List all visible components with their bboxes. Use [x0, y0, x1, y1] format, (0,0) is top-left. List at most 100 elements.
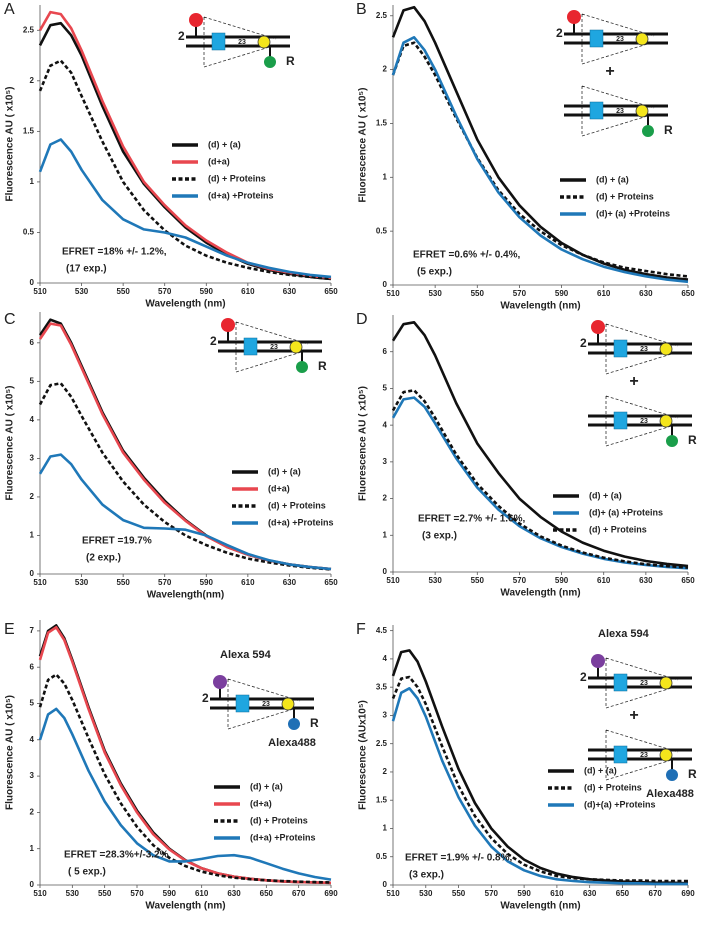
x-tick-label: 590 [517, 889, 531, 898]
y-tick-label: 1.5 [23, 126, 35, 135]
construct-label: 2 [202, 691, 209, 705]
construct-label: R [318, 359, 327, 373]
fret-triangle [605, 323, 679, 375]
construct-label: R [310, 716, 319, 730]
y-tick-label: 7 [30, 626, 35, 635]
spacer-label: 23 [640, 418, 648, 425]
y-tick-label: 2 [30, 808, 35, 817]
x-tick-label: 690 [324, 889, 338, 898]
protein [281, 697, 295, 711]
y-tick-label: 0 [383, 880, 388, 889]
y-tick-label: 0 [30, 880, 35, 889]
construct-label: 2 [556, 26, 563, 40]
x-axis-title: Wavelength (nm) [500, 588, 580, 599]
y-tick-label: 6 [383, 347, 388, 356]
x-tick-label: 550 [471, 576, 485, 585]
y-tick-label: 1 [383, 530, 388, 539]
x-tick-label: 590 [200, 287, 214, 296]
y-tick-label: 1 [383, 824, 388, 833]
x-tick-label: 570 [513, 289, 527, 298]
x-tick-label: 590 [163, 889, 177, 898]
annotation: ( 5 exp.) [68, 867, 106, 878]
y-tick-label: 1 [30, 844, 35, 853]
y-tick-label: 4 [383, 420, 388, 429]
protein-site [613, 673, 628, 692]
acceptor-dye [642, 125, 654, 137]
construct-label: R [688, 767, 697, 781]
x-tick-label: 590 [200, 578, 214, 587]
fret-triangle [235, 321, 309, 373]
spectrum-line [38, 382, 332, 571]
x-tick-label: 590 [555, 289, 569, 298]
y-axis-title: Fluorescence AU ( x10⁵) [358, 386, 369, 501]
annotation: EFRET =19.7% [82, 536, 152, 547]
fret-triangle [203, 16, 277, 68]
protein-site [235, 694, 250, 713]
x-tick-label: 650 [681, 576, 695, 585]
x-tick-label: 610 [550, 889, 564, 898]
y-tick-label: 4 [30, 735, 35, 744]
spectrum-line [391, 675, 688, 883]
legend-label: (d)+ (a) +Proteins [596, 208, 670, 218]
y-tick-label: 2 [30, 76, 35, 85]
spectrum-line [38, 626, 332, 885]
protein-site [613, 339, 628, 358]
y-axis-title: Fluorescence AU ( x10⁵) [5, 695, 16, 810]
spectrum-line [38, 138, 332, 279]
y-axis-title: Fluorescence AU ( x10⁵) [358, 88, 369, 203]
annotation: EFRET =1.9% +/- 0.8%, [405, 853, 512, 864]
protein-site [589, 29, 604, 48]
y-tick-label: 4 [30, 415, 35, 424]
x-tick-label: 510 [33, 578, 47, 587]
y-tick-label: 4.5 [376, 626, 388, 635]
acceptor-dye [264, 56, 276, 68]
y-tick-label: 2 [383, 767, 388, 776]
annotation: (3 exp.) [422, 531, 457, 542]
y-axis-title: Fluorescence (AUx10⁵) [358, 700, 369, 810]
legend-label: (d+a) [268, 483, 290, 493]
x-tick-label: 630 [639, 289, 653, 298]
annotation: (2 exp.) [86, 553, 121, 564]
protein-site [589, 101, 604, 120]
acceptor-dye [666, 435, 678, 447]
y-tick-label: 2.5 [376, 11, 388, 20]
x-axis-title: Wavelength (nm) [500, 901, 580, 912]
legend-label: (d+a) +Proteins [208, 190, 274, 200]
x-axis-title: Wavelength (nm) [145, 299, 225, 310]
x-tick-label: 550 [116, 287, 130, 296]
y-tick-label: 0 [30, 278, 35, 287]
x-tick-label: 650 [681, 289, 695, 298]
legend-label: (d) + (a) [596, 174, 629, 184]
legend-label: (d) + (a) [589, 490, 622, 500]
x-tick-label: 570 [158, 287, 172, 296]
spectrum-line [38, 318, 332, 571]
dye-name: Alexa 594 [598, 628, 650, 640]
donor-dye [591, 654, 605, 668]
spectrum-line [38, 322, 332, 571]
x-tick-label: 650 [616, 889, 630, 898]
x-tick-label: 630 [227, 889, 241, 898]
fret-triangle [581, 85, 655, 137]
annotation: (5 exp.) [417, 267, 452, 278]
protein [659, 342, 673, 356]
y-axis-title: Fluorescence AU ( x10⁵) [5, 87, 16, 202]
x-tick-label: 550 [471, 289, 485, 298]
construct-label: 2 [580, 336, 587, 350]
legend-label: (d) + (a) [268, 466, 301, 476]
x-axis-title: Wavelength(nm) [147, 590, 224, 601]
x-tick-label: 630 [639, 576, 653, 585]
protein-site [243, 337, 258, 356]
x-tick-label: 590 [555, 576, 569, 585]
legend-label: (d+a) +Proteins [268, 517, 334, 527]
x-tick-label: 530 [428, 576, 442, 585]
spacer-label: 23 [640, 680, 648, 687]
y-tick-label: 2 [383, 65, 388, 74]
protein [659, 748, 673, 762]
plus-sign: + [605, 63, 614, 80]
x-tick-label: 610 [241, 578, 255, 587]
legend-label: (d) + Proteins [584, 782, 642, 792]
donor-dye [213, 675, 227, 689]
y-tick-label: 0.5 [376, 852, 388, 861]
y-tick-label: 2 [383, 494, 388, 503]
annotation: EFRET =18% +/- 1.2%, [62, 247, 167, 258]
